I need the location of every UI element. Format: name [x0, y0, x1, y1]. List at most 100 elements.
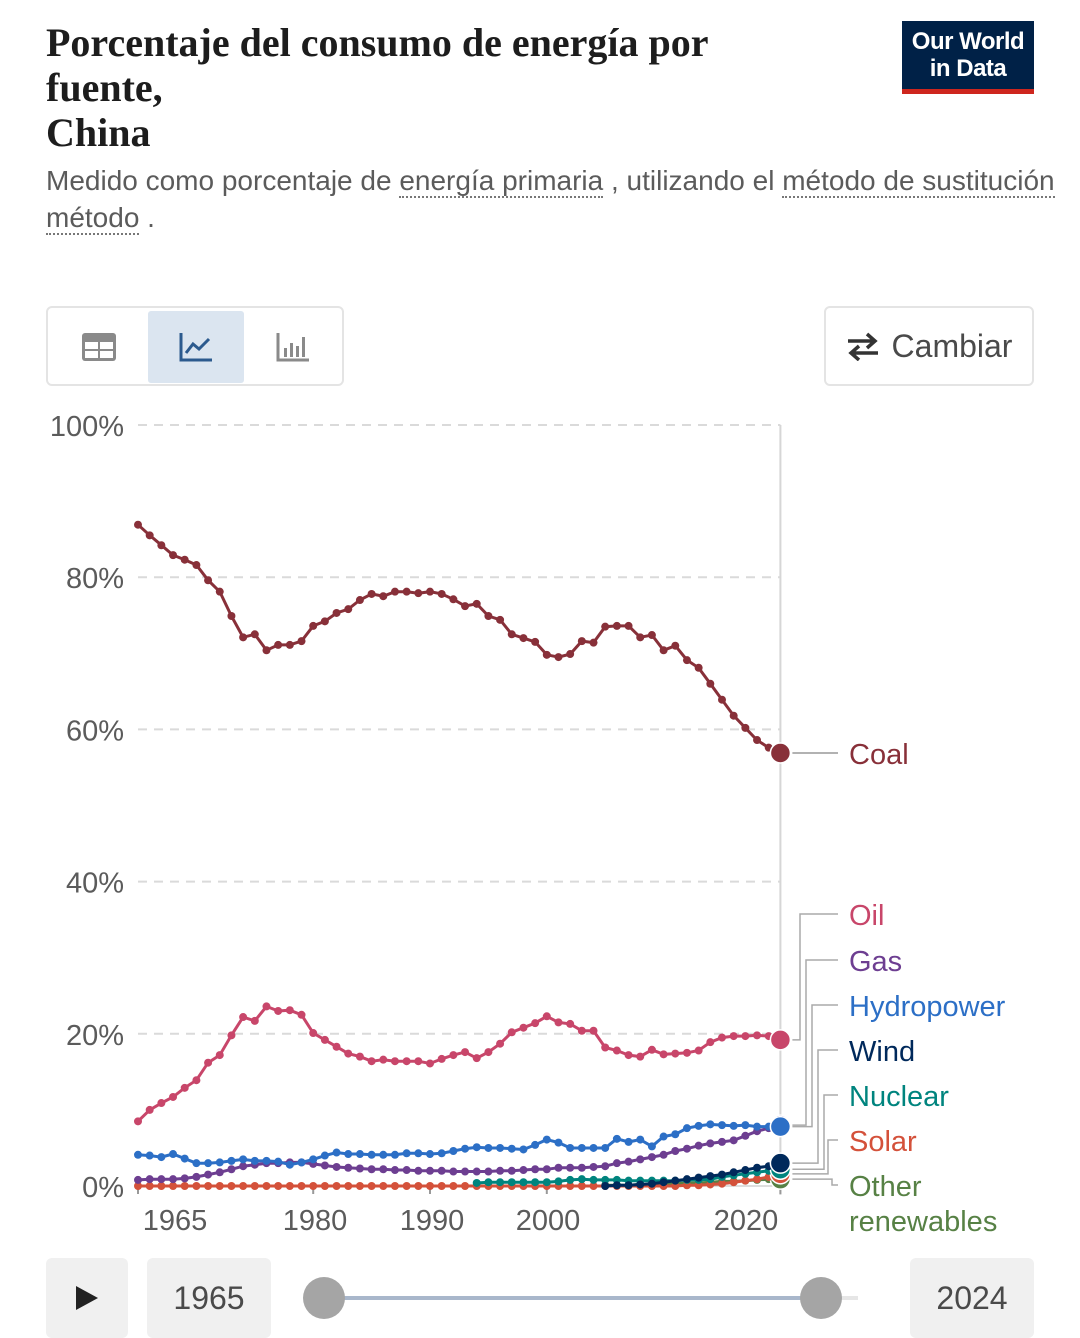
data-point — [437, 1149, 446, 1158]
data-point — [612, 1159, 621, 1168]
data-point — [566, 1163, 575, 1172]
data-point — [706, 1139, 715, 1148]
primary-energy-link[interactable]: energía primaria — [399, 165, 604, 198]
series-label: Coal — [849, 739, 909, 771]
data-point — [741, 1166, 750, 1175]
data-point — [204, 1170, 213, 1179]
data-point — [484, 1167, 493, 1176]
data-point — [215, 1168, 224, 1177]
data-point — [204, 576, 213, 585]
data-point — [426, 1150, 434, 1159]
data-point — [367, 1150, 376, 1159]
data-point — [718, 1137, 726, 1146]
substitution-method-link[interactable]: método de sustitución — [782, 165, 1055, 198]
data-point — [332, 1148, 341, 1157]
data-point — [624, 1157, 633, 1166]
switch-button[interactable]: Cambiar — [824, 306, 1034, 386]
data-point — [624, 1051, 633, 1060]
data-point — [472, 1143, 481, 1152]
data-point — [496, 1143, 505, 1152]
data-point — [320, 1035, 329, 1044]
data-point — [402, 1149, 411, 1158]
data-point — [215, 1051, 224, 1060]
data-point — [566, 1143, 575, 1152]
data-point — [484, 612, 493, 621]
series-label: Hydropower — [849, 991, 1006, 1023]
data-point — [706, 1120, 715, 1129]
data-point — [297, 1158, 306, 1167]
data-point — [262, 1156, 271, 1165]
tab-bar-chart[interactable] — [245, 311, 341, 383]
series-label: Other — [849, 1171, 922, 1203]
data-point — [519, 1166, 528, 1175]
data-point — [134, 1175, 142, 1184]
data-point — [741, 1131, 750, 1140]
data-point — [367, 1165, 376, 1174]
tab-chart[interactable] — [148, 311, 244, 383]
data-point — [426, 1182, 434, 1190]
data-point — [507, 630, 516, 639]
data-point — [157, 1175, 166, 1184]
owid-logo[interactable]: Our World in Data — [902, 21, 1034, 94]
x-tick-label: 1965 — [143, 1205, 208, 1237]
data-point — [309, 1182, 318, 1190]
switch-label: Cambiar — [891, 327, 1013, 364]
data-point — [215, 1182, 224, 1190]
data-point — [227, 1182, 236, 1190]
data-point — [134, 1150, 142, 1159]
series-label: Oil — [849, 900, 884, 932]
data-point — [367, 589, 376, 598]
data-point — [682, 656, 691, 665]
data-point — [671, 1146, 680, 1155]
data-point — [157, 1153, 166, 1162]
end-year-handle[interactable] — [800, 1277, 842, 1319]
data-point — [355, 1052, 364, 1061]
data-point — [134, 520, 142, 529]
data-point — [694, 1141, 703, 1150]
label-connector — [792, 913, 838, 1041]
data-point — [769, 1115, 792, 1138]
data-point — [636, 633, 645, 642]
data-point — [379, 1055, 388, 1064]
x-tick-label: 2020 — [714, 1205, 779, 1237]
chart-title: Porcentaje del consumo de energía por fu… — [46, 20, 886, 155]
data-point — [227, 612, 236, 621]
data-point — [437, 589, 446, 598]
data-point — [577, 1143, 586, 1152]
data-point — [542, 1165, 551, 1174]
data-point — [449, 1182, 458, 1190]
data-point — [145, 1151, 154, 1160]
start-year-handle[interactable] — [303, 1277, 345, 1319]
data-point — [332, 1182, 341, 1190]
data-point — [192, 1076, 201, 1085]
logo-line: Our World — [911, 28, 1025, 55]
data-point — [367, 1057, 376, 1066]
timeline-range-track[interactable] — [324, 1296, 822, 1300]
data-point — [659, 646, 668, 655]
data-point — [355, 1150, 364, 1159]
data-point — [332, 608, 341, 617]
data-point — [531, 1019, 540, 1028]
data-point — [566, 1175, 575, 1184]
data-point — [297, 1182, 306, 1190]
data-point — [706, 679, 715, 688]
tab-table[interactable] — [51, 311, 147, 383]
data-point — [636, 1155, 645, 1164]
data-point — [344, 1049, 353, 1058]
data-point — [145, 1175, 154, 1184]
data-point — [496, 1039, 505, 1048]
data-point — [449, 1051, 458, 1060]
title-line: fuente, — [46, 65, 163, 110]
line-chart-icon — [179, 333, 212, 362]
data-point — [507, 1144, 516, 1153]
data-point — [169, 1182, 178, 1190]
data-point — [519, 1145, 528, 1154]
data-point — [355, 1164, 364, 1173]
data-point — [729, 1032, 738, 1041]
method-link[interactable]: método — [46, 202, 140, 235]
play-button[interactable] — [46, 1258, 128, 1338]
y-tick-label: 80% — [66, 563, 124, 595]
data-point — [309, 621, 318, 630]
data-point — [239, 1162, 248, 1171]
data-point — [566, 1019, 575, 1028]
